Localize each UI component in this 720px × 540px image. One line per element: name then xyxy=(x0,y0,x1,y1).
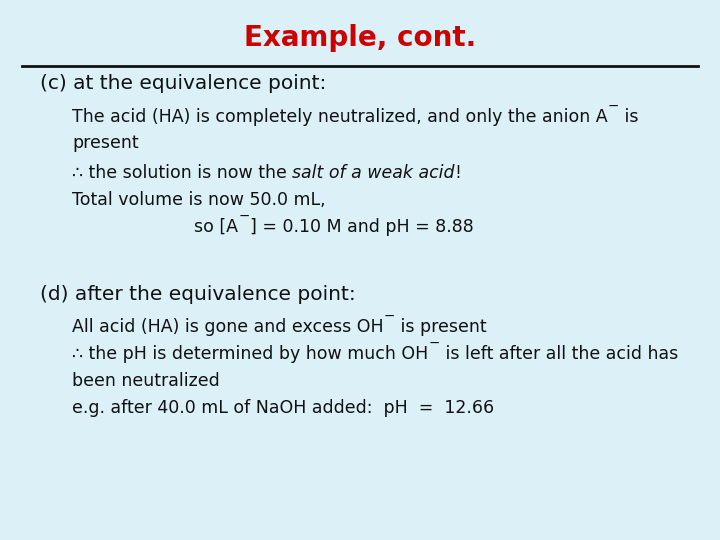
Text: salt of a weak acid: salt of a weak acid xyxy=(292,164,455,182)
Text: so [A: so [A xyxy=(194,218,238,236)
Text: e.g. after 40.0 mL of NaOH added:  pH  =  12.66: e.g. after 40.0 mL of NaOH added: pH = 1… xyxy=(72,399,494,417)
Text: is left after all the acid has: is left after all the acid has xyxy=(440,345,678,363)
Text: All acid (HA) is gone and excess OH: All acid (HA) is gone and excess OH xyxy=(72,318,384,336)
Text: Example, cont.: Example, cont. xyxy=(244,24,476,52)
Text: −: − xyxy=(608,99,619,113)
Text: ∴ the solution is now the: ∴ the solution is now the xyxy=(72,164,292,182)
Text: ] = 0.10 M and pH = 8.88: ] = 0.10 M and pH = 8.88 xyxy=(250,218,474,236)
Text: −: − xyxy=(428,336,440,350)
Text: been neutralized: been neutralized xyxy=(72,372,220,390)
Text: ∴ the pH is determined by how much OH: ∴ the pH is determined by how much OH xyxy=(72,345,428,363)
Text: (d) after the equivalence point:: (d) after the equivalence point: xyxy=(40,285,356,303)
Text: present: present xyxy=(72,134,139,152)
Text: !: ! xyxy=(455,164,462,182)
Text: Total volume is now 50.0 mL,: Total volume is now 50.0 mL, xyxy=(72,191,325,209)
Text: is: is xyxy=(619,107,639,125)
Text: −: − xyxy=(384,309,395,323)
Text: is present: is present xyxy=(395,318,487,336)
Text: −: − xyxy=(238,210,250,224)
Text: (c) at the equivalence point:: (c) at the equivalence point: xyxy=(40,74,326,93)
Text: The acid (HA) is completely neutralized, and only the anion A: The acid (HA) is completely neutralized,… xyxy=(72,107,608,125)
